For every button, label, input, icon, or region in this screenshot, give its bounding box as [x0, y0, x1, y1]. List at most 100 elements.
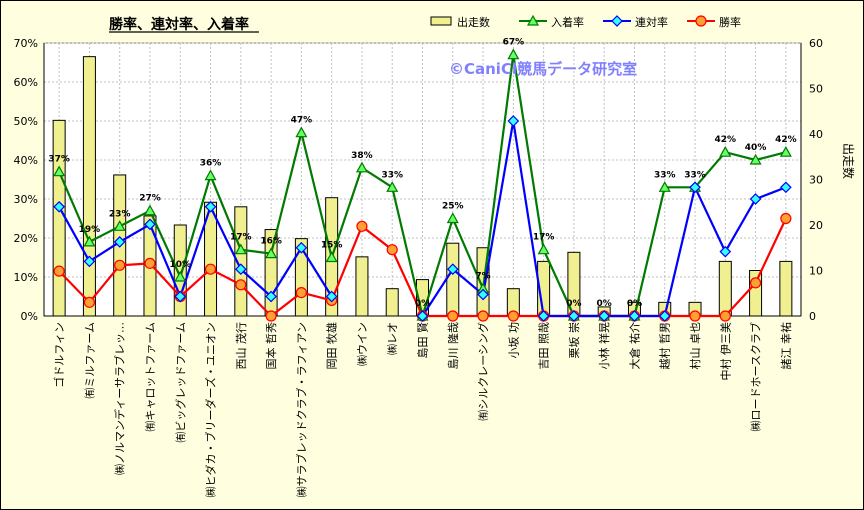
bar-1 — [82, 56, 96, 317]
y-right-tick-label: 50 — [809, 83, 823, 96]
point-連対率-1 — [83, 255, 96, 268]
legend-label: 出走数 — [457, 15, 490, 29]
point-勝率-2 — [114, 259, 126, 271]
point-勝率-22 — [719, 310, 731, 322]
legend-label: 連対率 — [635, 15, 668, 29]
point-入着率-10 — [355, 161, 368, 173]
point-勝率-8 — [295, 287, 307, 299]
y-right-axis-label: 出走数 — [841, 143, 856, 179]
legend-label: 勝率 — [719, 15, 741, 29]
point-勝率-7 — [265, 310, 277, 322]
data-label: 0% — [566, 299, 581, 309]
point-勝率-21 — [689, 310, 701, 322]
point-入着率-15 — [507, 48, 520, 60]
x-tick-label: 中村 伊三美 — [718, 322, 732, 381]
y-right-tick-label: 40 — [809, 128, 823, 141]
data-label: 15% — [321, 241, 343, 251]
x-tick-label: 西山 茂行 — [234, 322, 248, 370]
x-tick-label: ㈱ヒダカ・ブリーダーズ・ユニオン — [204, 322, 218, 497]
x-tick-label: 越村 哲男 — [658, 322, 672, 370]
point-連対率-21 — [689, 181, 701, 194]
x-tick-label: ㈱ロードホースクラブ — [749, 322, 763, 431]
data-label: 0% — [627, 299, 642, 309]
point-入着率-16 — [537, 243, 550, 255]
data-label: 36% — [200, 159, 222, 169]
point-連対率-15 — [507, 115, 520, 127]
point-入着率-11 — [386, 181, 399, 192]
point-入着率-7 — [265, 247, 278, 259]
x-tick-label: 岡田 牧雄 — [325, 322, 339, 370]
x-tick-label: ㈲ミルファーム — [83, 322, 96, 399]
legend-marker — [611, 15, 623, 27]
point-連対率-4 — [174, 290, 187, 303]
x-tick-label: 村山 卓也 — [688, 322, 702, 370]
point-勝率-23 — [749, 277, 762, 289]
y-left-tick-label: 70% — [14, 37, 38, 50]
y-left-tick-label: 50% — [14, 115, 38, 128]
x-tick-label: ゴドルフィン — [52, 322, 66, 388]
y-left-tick-label: 0% — [21, 310, 38, 323]
data-label: 17% — [533, 233, 555, 243]
data-label: 23% — [109, 209, 131, 219]
point-勝率-3 — [144, 257, 156, 269]
point-入着率-4 — [174, 270, 187, 282]
chart-title: 勝率、連対率、入着率 — [109, 16, 249, 33]
bar-0 — [52, 119, 66, 317]
data-label: 19% — [79, 225, 101, 235]
point-連対率-3 — [144, 218, 156, 231]
point-連対率-13 — [446, 263, 459, 276]
data-label: 38% — [351, 151, 373, 161]
point-連対率-17 — [568, 310, 580, 322]
point-連対率-5 — [204, 200, 217, 213]
point-勝率-0 — [53, 265, 65, 277]
data-label: 37% — [48, 155, 70, 165]
point-入着率-3 — [143, 204, 156, 216]
y-left-tick-label: 40% — [14, 154, 38, 167]
x-tick-label: ㈲キャロットファーム — [144, 322, 157, 432]
point-勝率-6 — [235, 279, 247, 291]
x-tick-label: 島田 賢 — [416, 322, 430, 359]
data-label: 42% — [715, 135, 737, 145]
y-right-tick-label: 20 — [809, 219, 823, 232]
bar-13 — [446, 242, 460, 317]
x-tick-label: ㈱サラブレッドクラブ・ラフィアン — [294, 322, 308, 497]
legend-label: 入着率 — [551, 15, 584, 29]
bar-24 — [779, 260, 793, 317]
x-tick-label: 小坂 功 — [507, 322, 520, 359]
point-入着率-13 — [446, 212, 459, 224]
data-label: 33% — [684, 170, 706, 180]
point-連対率-18 — [598, 310, 611, 322]
x-tick-label: ㈲ビッグレッドファーム — [173, 322, 187, 443]
x-tick-label: ㈱レオ — [386, 322, 399, 355]
point-勝率-14 — [477, 310, 489, 322]
bar-4 — [173, 224, 187, 317]
point-連対率-22 — [719, 245, 732, 258]
y-left-tick-label: 10% — [14, 271, 38, 284]
point-連対率-2 — [113, 236, 126, 248]
point-入着率-5 — [204, 169, 217, 181]
x-tick-label: 大倉 祐介 — [627, 322, 641, 370]
data-label: 67% — [503, 38, 525, 48]
data-label: 33% — [381, 170, 403, 180]
point-勝率-10 — [356, 220, 368, 232]
x-tick-label: 諸江 幸祐 — [779, 322, 793, 370]
point-入着率-9 — [325, 251, 338, 263]
point-連対率-9 — [325, 290, 338, 303]
point-勝率-11 — [386, 244, 398, 256]
x-tick-label: ㈲シルクレーシング — [476, 322, 490, 421]
point-勝率-15 — [507, 310, 519, 322]
y-left-tick-label: 60% — [14, 76, 38, 89]
point-連対率-19 — [628, 310, 641, 322]
data-label: 42% — [775, 135, 797, 145]
data-label: 17% — [230, 233, 252, 243]
point-連対率-0 — [53, 200, 65, 213]
point-入着率-22 — [719, 145, 732, 157]
y-right-tick-label: 60 — [809, 37, 823, 50]
point-連対率-16 — [537, 310, 550, 322]
x-tick-label: ㈱ウイン — [356, 322, 369, 366]
bar-22 — [718, 260, 732, 317]
x-tick-label: 吉田 照哉 — [537, 322, 551, 370]
point-連対率-23 — [749, 193, 762, 205]
